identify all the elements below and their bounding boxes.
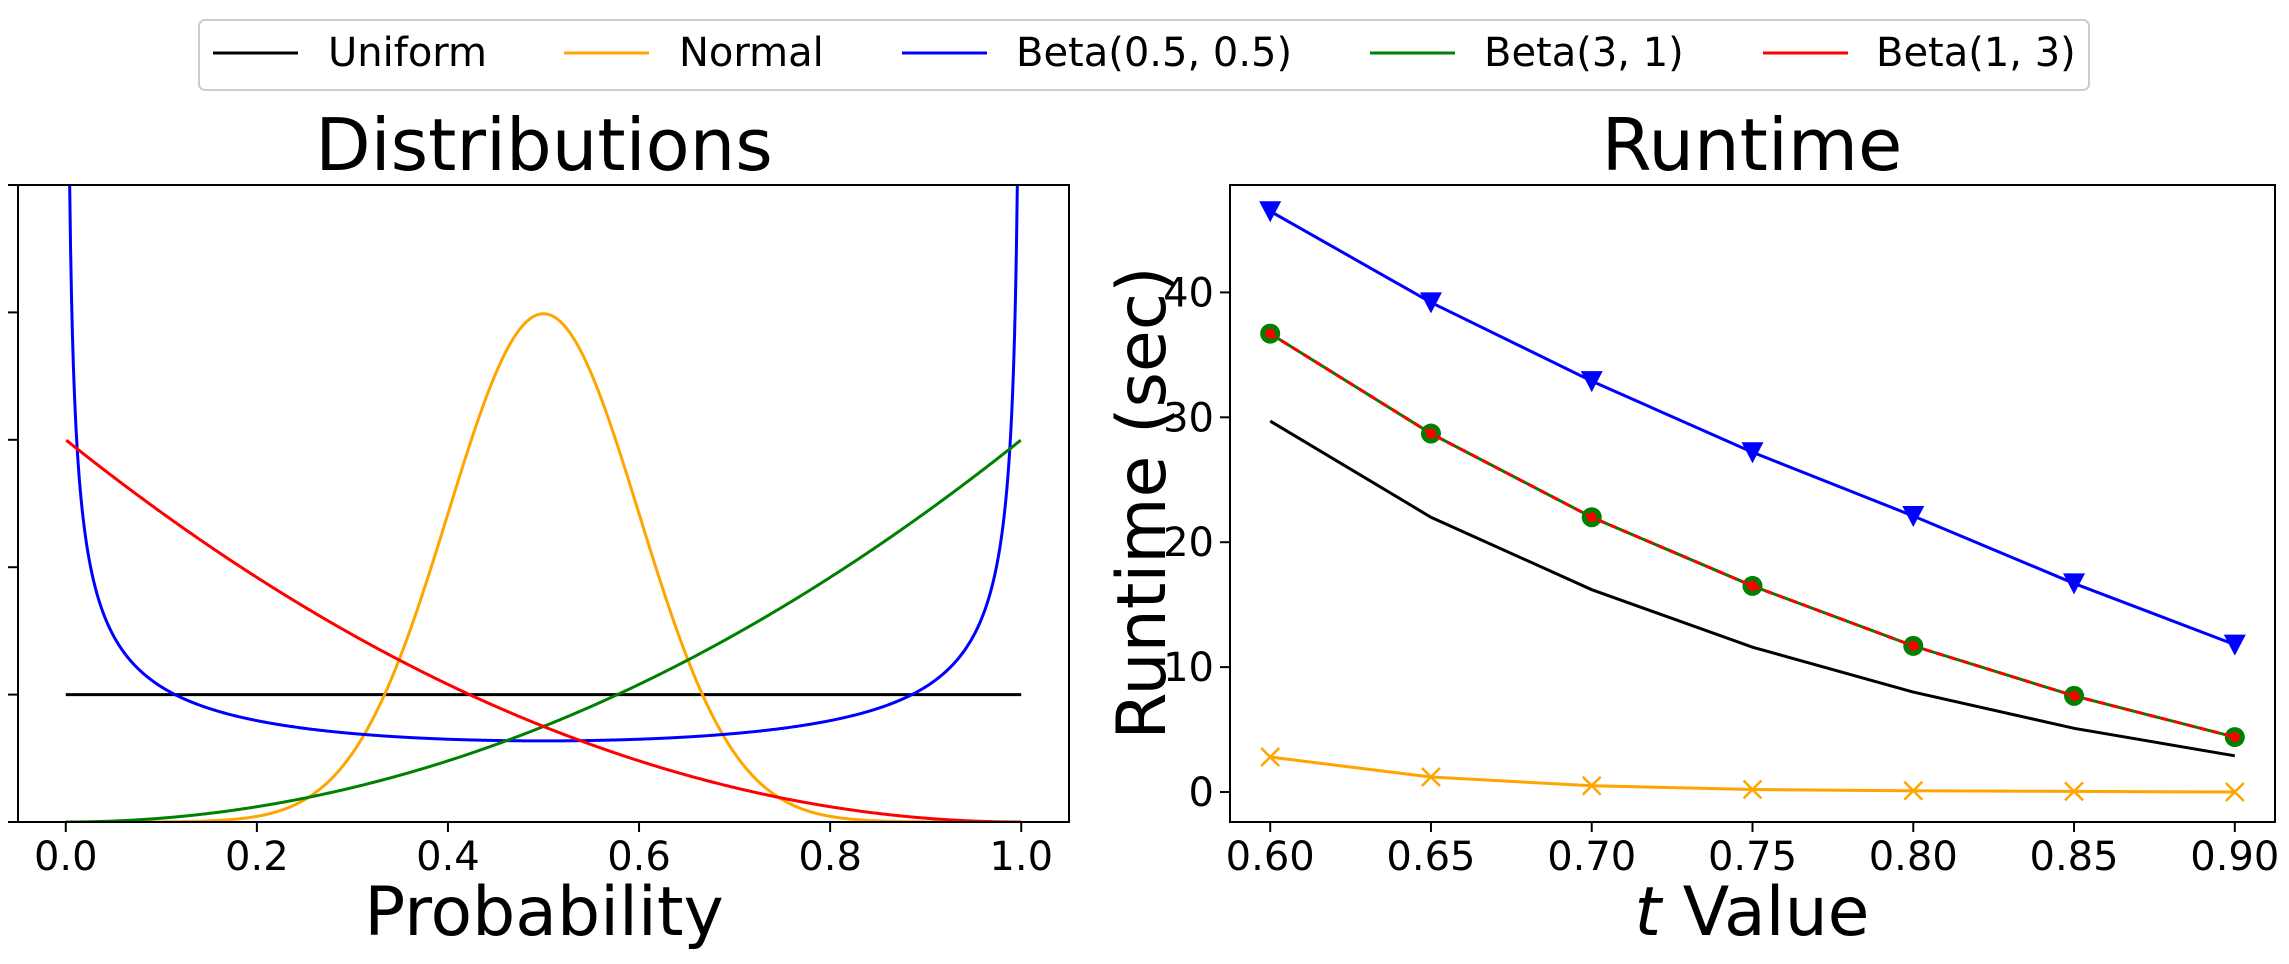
runtime-x-tick-label: 0.90 bbox=[2190, 834, 2279, 880]
runtime-y-tick-label: 20 bbox=[1163, 520, 1214, 566]
runtime-x-tick-label: 0.70 bbox=[1547, 834, 1636, 880]
runtime-y-tick-label: 40 bbox=[1163, 270, 1214, 316]
runtime-point-beta-0-5-0-5 bbox=[1580, 371, 1603, 393]
runtime-y-tick-label: 0 bbox=[1189, 770, 1214, 816]
runtime-point-beta-1-3 bbox=[1586, 512, 1597, 523]
legend-label-beta-0.5-0.5: Beta(0.5, 0.5) bbox=[1016, 30, 1292, 76]
runtime-line-beta-1-3 bbox=[1269, 332, 2236, 739]
runtime-point-beta-0-5-0-5 bbox=[1419, 292, 1442, 314]
runtime-line-beta-3-1 bbox=[1269, 332, 2236, 739]
runtime-point-beta-0-5-0-5 bbox=[1259, 201, 1282, 223]
runtime-point-beta-1-3 bbox=[2229, 732, 2240, 743]
distributions-line-normal bbox=[65, 312, 1022, 822]
runtime-point-beta-1-3 bbox=[1265, 328, 1276, 339]
legend-entry-uniform: Uniform bbox=[213, 30, 487, 76]
runtime-y-tick-label: 10 bbox=[1163, 645, 1214, 691]
runtime-markers-beta-0-5-0-5 bbox=[1259, 201, 2246, 656]
distributions-axes-frame bbox=[17, 184, 1070, 823]
distributions-x-tick-label: 0.8 bbox=[798, 834, 862, 880]
runtime-x-label-rest: Value bbox=[1661, 873, 1869, 952]
distributions-title: Distributions bbox=[315, 103, 773, 187]
runtime-y-ticks: 0 10 20 30 40 bbox=[1163, 270, 1230, 816]
distributions-x-tick-label: 0.6 bbox=[607, 834, 671, 880]
runtime-point-beta-1-3 bbox=[1425, 428, 1436, 439]
distributions-x-tick-label: 1.0 bbox=[989, 834, 1053, 880]
runtime-x-tick-label: 0.60 bbox=[1226, 834, 1315, 880]
runtime-x-tick-label: 0.65 bbox=[1386, 834, 1475, 880]
runtime-point-normal bbox=[1581, 775, 1602, 796]
runtime-x-tick-label: 0.80 bbox=[1869, 834, 1958, 880]
legend-entry-beta-1-3: Beta(1, 3) bbox=[1763, 30, 2076, 76]
runtime-point-beta-1-3 bbox=[1908, 640, 1919, 651]
runtime-markers-normal bbox=[1260, 747, 2245, 802]
legend-frame bbox=[198, 19, 2090, 91]
runtime-markers-beta-3-1 bbox=[1260, 323, 2245, 748]
legend-label-beta-3-1: Beta(3, 1) bbox=[1484, 30, 1684, 76]
runtime-point-normal bbox=[1742, 779, 1763, 800]
runtime-point-beta-1-3 bbox=[2069, 690, 2080, 701]
runtime-markers-beta-1-3 bbox=[1265, 328, 2240, 743]
legend-label-normal: Normal bbox=[679, 30, 824, 76]
legend-entry-normal: Normal bbox=[564, 30, 824, 76]
legend-label-uniform: Uniform bbox=[328, 30, 487, 76]
legend-label-beta-1-3: Beta(1, 3) bbox=[1876, 30, 2076, 76]
distributions-panel: Distributions 0.0 0.2 0.4 0.6 0.8 1.0 Probabi… bbox=[8, 103, 1070, 952]
distributions-x-tick-label: 0.4 bbox=[416, 834, 480, 880]
runtime-x-label: t Value bbox=[1634, 873, 1869, 952]
runtime-y-tick-label: 30 bbox=[1163, 395, 1214, 441]
legend-entry-beta-0.5-0.5: Beta(0.5, 0.5) bbox=[902, 30, 1292, 76]
runtime-plot-area bbox=[1259, 201, 2246, 802]
distributions-x-tick-label: 0.2 bbox=[225, 834, 289, 880]
legend-entry-beta-3-1: Beta(3, 1) bbox=[1370, 30, 1684, 76]
runtime-point-beta-0-5-0-5 bbox=[1902, 505, 1925, 527]
runtime-axes-frame bbox=[1229, 184, 2276, 823]
distributions-x-ticks: 0.0 0.2 0.4 0.6 0.8 1.0 bbox=[34, 822, 1053, 880]
runtime-panel: Runtime 0.60 0.65 0.70 0.75 0.80 0.85 0.90 0 10… bbox=[1103, 103, 2279, 952]
distributions-y-ticks bbox=[8, 184, 18, 823]
legend: Uniform Normal Beta(0.5, 0.5) Beta(3, 1)… bbox=[198, 19, 2090, 91]
runtime-x-tick-label: 0.85 bbox=[2030, 834, 2119, 880]
runtime-line-uniform bbox=[1269, 419, 2236, 758]
runtime-x-ticks: 0.60 0.65 0.70 0.75 0.80 0.85 0.90 bbox=[1226, 822, 2279, 880]
runtime-line-normal bbox=[1270, 755, 2235, 794]
distributions-x-label: Probability bbox=[364, 873, 723, 952]
runtime-point-normal bbox=[2064, 781, 2084, 802]
runtime-x-tick-label: 0.75 bbox=[1708, 834, 1797, 880]
distributions-line-beta-1-3 bbox=[65, 439, 1021, 822]
runtime-point-normal bbox=[1421, 767, 1441, 787]
distributions-line-beta-3-1 bbox=[66, 439, 1022, 822]
distributions-x-tick-label: 0.0 bbox=[34, 834, 98, 880]
runtime-title: Runtime bbox=[1602, 103, 1903, 187]
runtime-point-beta-1-3 bbox=[1747, 580, 1758, 591]
distributions-line-beta-0-5-0-5 bbox=[68, 185, 1019, 743]
runtime-point-beta-0-5-0-5 bbox=[2063, 573, 2086, 595]
distributions-plot-area bbox=[65, 185, 1022, 822]
runtime-point-beta-0-5-0-5 bbox=[2223, 634, 2246, 656]
runtime-point-normal bbox=[2224, 782, 2245, 802]
runtime-x-label-italic: t bbox=[1634, 873, 1663, 952]
runtime-point-beta-0-5-0-5 bbox=[1741, 442, 1764, 464]
runtime-y-label: Runtime (sec) bbox=[1103, 266, 1182, 739]
runtime-point-normal bbox=[1260, 747, 1281, 767]
runtime-point-normal bbox=[1903, 780, 1924, 801]
